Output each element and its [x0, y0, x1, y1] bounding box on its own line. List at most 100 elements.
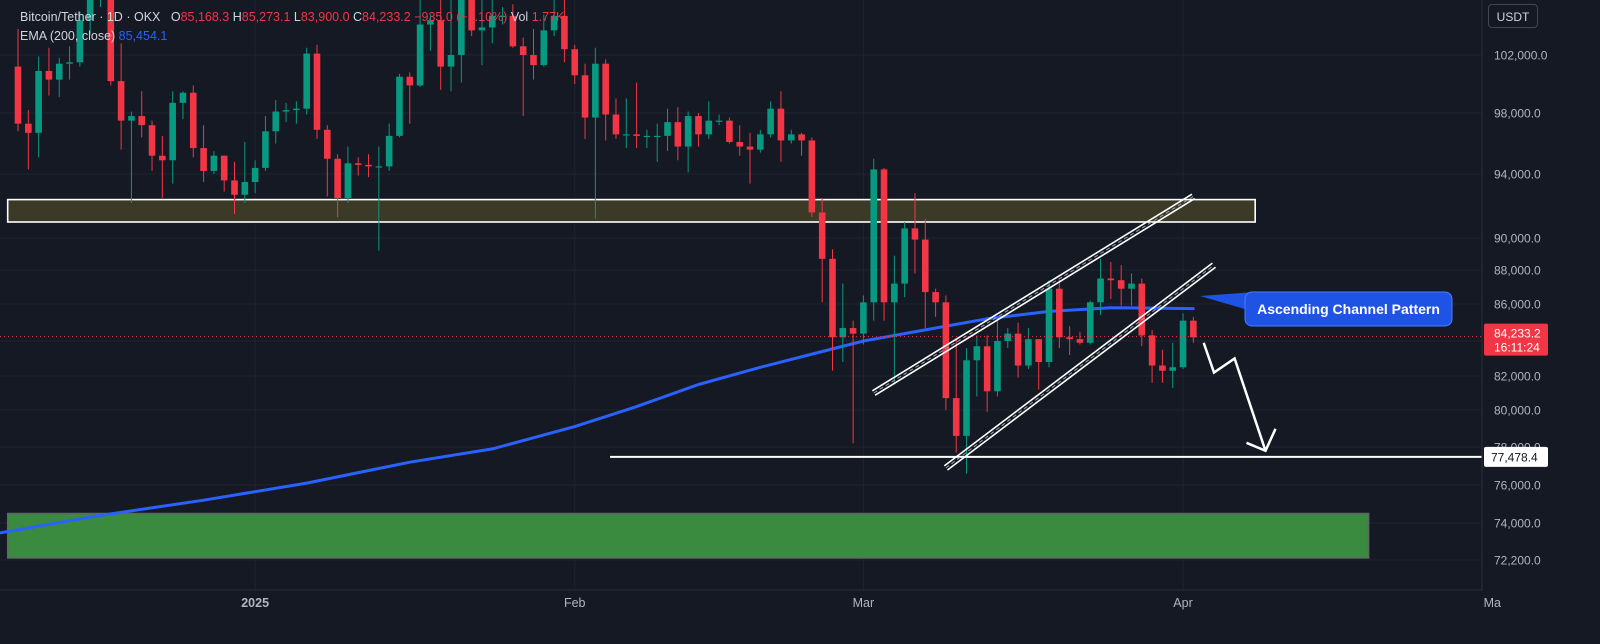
candle	[1025, 328, 1032, 369]
interval[interactable]: 1D	[106, 10, 123, 24]
candle-body	[416, 24, 424, 86]
candle-body	[715, 120, 723, 122]
candle-body	[622, 134, 630, 136]
candle	[1076, 331, 1084, 345]
candle-body	[746, 146, 754, 150]
candle	[757, 129, 764, 153]
candle	[1086, 300, 1094, 345]
candle-body	[427, 20, 434, 25]
candle-body	[488, 15, 496, 28]
candle	[189, 85, 197, 158]
candle	[66, 46, 73, 80]
level-price-tag-value: 77,478.4	[1491, 450, 1538, 464]
candle-body	[1045, 288, 1053, 362]
annotation-pointer	[1200, 292, 1255, 312]
chart-legend: Bitcoin/Tether · 1D · OKX O85,168.3 H85,…	[20, 8, 564, 46]
candle-body	[272, 111, 280, 132]
candle-body	[581, 75, 589, 118]
candle	[200, 125, 207, 182]
candle	[715, 114, 723, 126]
candle	[1056, 280, 1063, 348]
indicator-row[interactable]: EMA (200, close) 85,454.1	[20, 27, 564, 46]
candle	[107, 0, 115, 86]
candle	[921, 218, 929, 329]
candles	[14, 0, 1197, 474]
candle	[354, 157, 362, 176]
high-label: H	[232, 10, 242, 24]
candle	[612, 98, 620, 139]
candle-body	[14, 66, 22, 124]
candle	[241, 141, 249, 203]
candle-body	[829, 258, 836, 338]
candle-body	[437, 20, 445, 67]
candle-body	[1190, 320, 1197, 338]
candle	[14, 28, 22, 132]
candle	[499, 7, 506, 25]
ema-series	[0, 306, 1195, 535]
candle	[86, 0, 94, 35]
candle-body	[169, 102, 176, 161]
candle-body	[530, 55, 537, 66]
annotation-text: Ascending Channel Pattern	[1257, 301, 1440, 317]
candle	[592, 47, 599, 219]
candle-body	[1076, 339, 1084, 343]
open-label: O	[170, 10, 181, 24]
candle	[1097, 258, 1104, 316]
candle	[746, 132, 754, 184]
candle	[860, 295, 867, 345]
candle	[561, 0, 568, 63]
candle	[437, 0, 445, 90]
symbol-name[interactable]: Bitcoin/Tether	[20, 10, 96, 24]
candle-body	[695, 116, 702, 135]
candle-body	[107, 0, 115, 82]
candle-body	[200, 148, 207, 171]
candle	[385, 123, 393, 171]
candle	[1159, 349, 1166, 383]
channel-lower-line	[943, 262, 1213, 467]
candle	[509, 4, 517, 48]
price-tick-label: 76,000.0	[1494, 479, 1541, 493]
candle	[829, 249, 836, 371]
candle-body	[664, 122, 671, 136]
candle-body	[138, 116, 146, 126]
candle	[726, 117, 733, 144]
candle	[653, 123, 661, 162]
drawings: Ascending Channel Pattern	[0, 193, 1482, 471]
candle	[1128, 273, 1135, 306]
indicator-name: EMA (200, close)	[20, 29, 116, 43]
candle	[736, 125, 743, 156]
candle-body	[468, 0, 475, 31]
candle-body	[911, 228, 919, 240]
candle	[1107, 262, 1115, 299]
candle-body	[798, 134, 805, 141]
spacer	[164, 10, 167, 24]
candle-body	[839, 328, 847, 338]
candle-body	[282, 110, 290, 112]
candle	[1148, 329, 1156, 383]
candle-body	[344, 163, 352, 198]
candle-body	[561, 15, 568, 50]
candle	[684, 111, 692, 173]
candle	[901, 222, 908, 298]
time-tick-label: Apr	[1173, 596, 1192, 610]
candle-body	[1066, 337, 1073, 340]
candle-body	[159, 155, 166, 161]
candle-body	[571, 49, 579, 76]
candle-body	[994, 341, 1001, 392]
candle-body	[76, 20, 84, 63]
price-tick-label: 72,200.0	[1494, 554, 1541, 568]
candle	[530, 28, 537, 80]
candle	[220, 155, 228, 192]
candle-body	[921, 239, 929, 293]
candle	[808, 137, 816, 218]
currency-button[interactable]: USDT	[1488, 4, 1538, 28]
last-price-tag	[1484, 323, 1548, 356]
candle	[911, 193, 919, 274]
candle-body	[952, 398, 960, 436]
price-tick-label: 90,000.0	[1494, 232, 1541, 246]
candle	[138, 91, 146, 138]
candle-body	[757, 134, 764, 150]
candle	[148, 120, 156, 171]
